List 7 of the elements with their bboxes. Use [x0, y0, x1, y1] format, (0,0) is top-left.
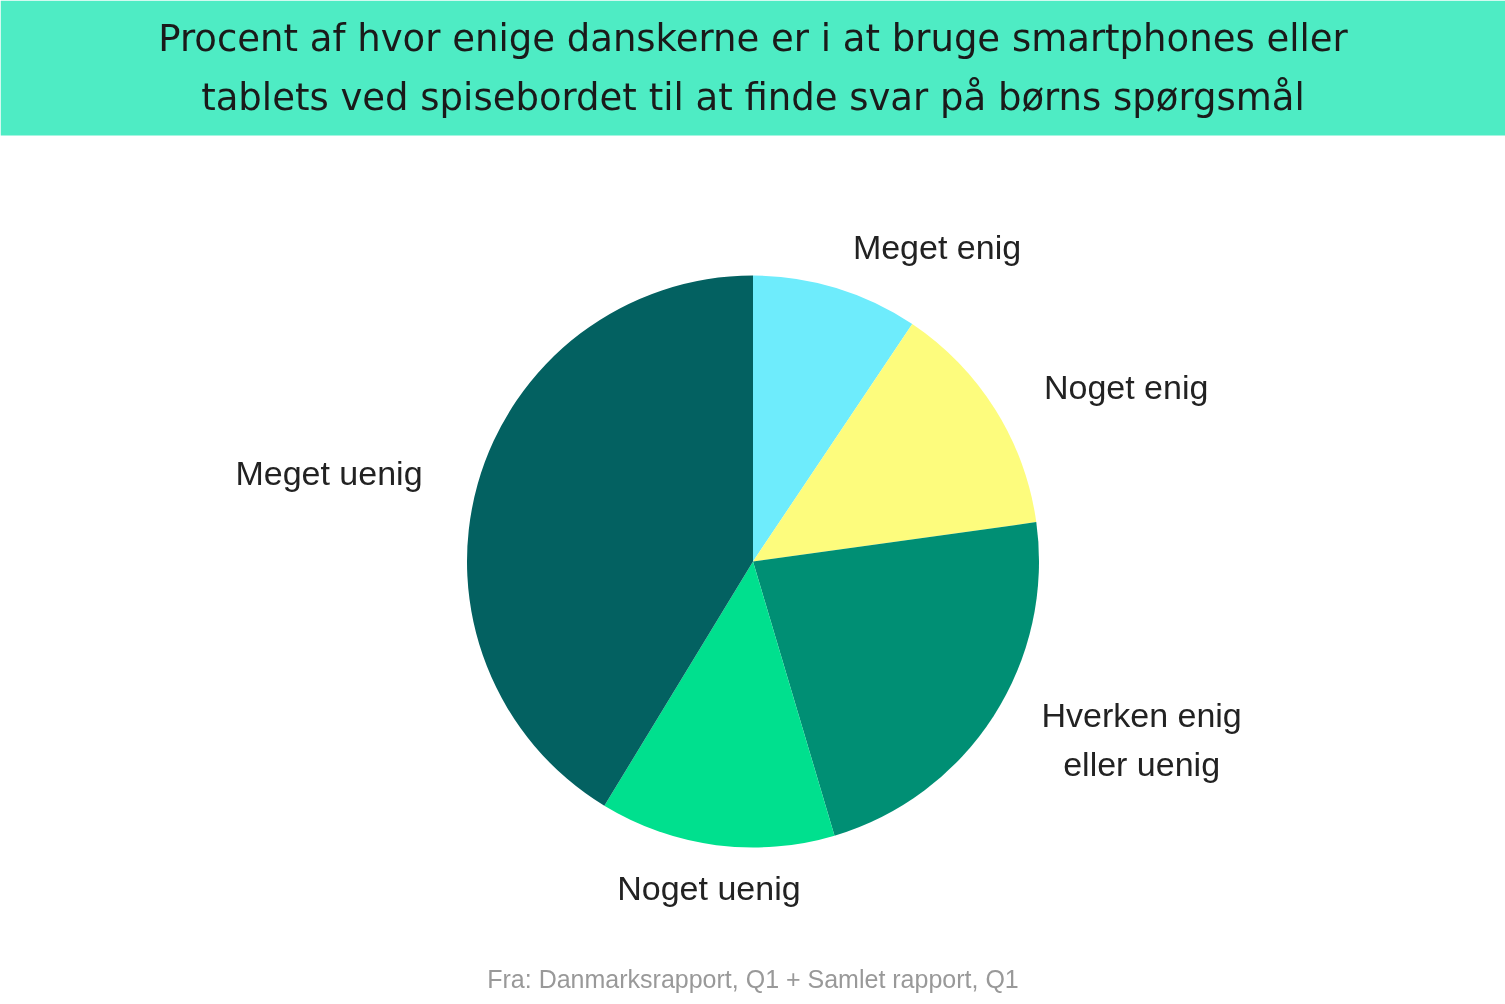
slice-label: Meget uenig [235, 453, 423, 492]
slice-label: Hverken enig eller uenig [1041, 695, 1242, 784]
text: Fra: Danmarksrapport, Q1 + Samlet rapport, Q1 [487, 965, 1019, 994]
slice-label: Meget enig [852, 227, 1022, 266]
chart-title: Procent af hvor enige danskerne er i at bruge smartphones eller tablets ved spisebordet til at finde svar på børns spørgsmål [158, 17, 1349, 119]
slice-label: Noget uenig [617, 868, 801, 907]
slice-label: Noget enig [1043, 368, 1209, 407]
